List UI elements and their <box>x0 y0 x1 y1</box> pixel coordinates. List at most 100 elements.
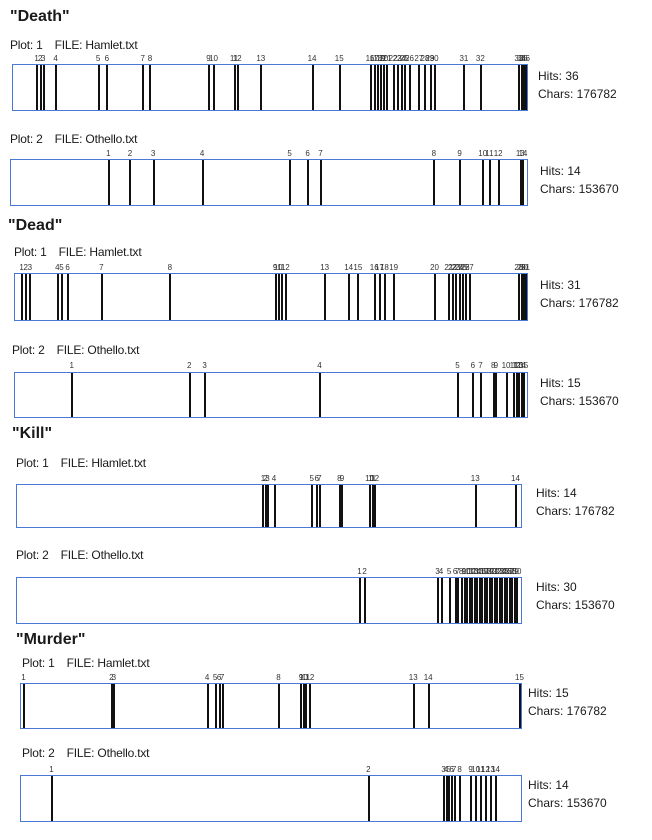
plot-label: Plot: 2 <box>12 343 45 357</box>
plot-stats: Hits: 14 Chars: 153670 <box>540 162 619 198</box>
hit-tick-label: 12 <box>481 765 491 774</box>
hit-tick-label: 13 <box>514 361 524 370</box>
hit-tick-label: 1 <box>21 673 26 682</box>
hit-tick-label: 7 <box>318 149 323 158</box>
hit-tick-label: 9 <box>339 474 345 483</box>
hit-marker <box>341 485 344 527</box>
dispersion-plot[interactable] <box>20 683 522 729</box>
hit-tick-label: 25 <box>458 263 468 272</box>
hit-tick-label: 9 <box>206 54 211 63</box>
hit-marker <box>392 65 395 110</box>
hit-marker <box>369 485 372 527</box>
hit-tick-label: 7 <box>99 263 104 272</box>
hit-tick-label: 20 <box>379 54 389 63</box>
chars-count: Chars: 176782 <box>528 704 607 718</box>
hit-marker <box>277 274 280 320</box>
hit-tick-label: 13 <box>486 765 495 774</box>
hit-tick-label: 15 <box>515 673 524 682</box>
dispersion-plot[interactable] <box>20 775 522 822</box>
hit-tick-label: 30 <box>512 567 522 576</box>
hits-count: Hits: 15 <box>540 376 581 390</box>
hit-marker <box>448 578 451 623</box>
hit-tick-label: 13 <box>470 474 480 483</box>
hit-tick-label: 28 <box>420 54 430 63</box>
plot-header: Plot: 2 FILE: Othello.txt <box>16 548 143 562</box>
hit-tick-label: 4 <box>317 361 322 370</box>
hit-marker <box>25 274 28 320</box>
hit-marker <box>464 274 467 320</box>
hit-tick-label: 4 <box>204 673 210 682</box>
hit-marker <box>289 160 292 205</box>
hit-tick-label: 11 <box>465 567 474 576</box>
hit-tick-label: 10 <box>209 54 219 63</box>
hit-marker <box>307 160 310 205</box>
file-label: FILE: Othello.txt <box>60 548 144 562</box>
hit-tick-label: 8 <box>276 673 281 682</box>
hit-tick-label: 17 <box>479 567 489 576</box>
hit-marker <box>522 65 525 110</box>
hit-marker <box>418 65 421 110</box>
dispersion-plot[interactable] <box>16 484 522 528</box>
hit-tick-label: 22 <box>447 263 457 272</box>
hits-count: Hits: 14 <box>528 778 569 792</box>
hit-marker <box>386 65 389 110</box>
hit-tick-label: 12 <box>511 361 521 370</box>
chars-count: Chars: 153670 <box>528 796 607 810</box>
hit-marker <box>367 776 370 821</box>
plot-label: Plot: 1 <box>16 456 49 470</box>
hit-marker <box>113 684 116 728</box>
hit-marker <box>429 65 432 110</box>
hit-marker <box>371 485 374 527</box>
hit-marker <box>302 684 305 728</box>
hit-tick-label: 9 <box>298 673 304 682</box>
hit-marker <box>476 578 479 623</box>
section-title: "Murder" <box>16 631 86 648</box>
hit-marker <box>519 160 522 205</box>
hit-tick-label: 23 <box>494 567 504 576</box>
hit-tick-label: 18 <box>379 263 389 272</box>
dispersion-plot[interactable] <box>12 64 528 111</box>
hit-marker <box>524 274 527 320</box>
hit-marker <box>338 65 341 110</box>
hit-tick-label: 26 <box>502 567 512 576</box>
hit-marker <box>458 274 461 320</box>
hit-marker <box>433 65 436 110</box>
hit-tick-label: 14 <box>344 263 354 272</box>
hit-marker <box>516 578 519 623</box>
hit-marker <box>218 684 221 728</box>
plot-label: Plot: 1 <box>10 38 43 52</box>
dispersion-plot[interactable] <box>16 577 522 624</box>
hit-tick-label: 3 <box>111 673 117 682</box>
hit-marker <box>491 578 494 623</box>
dispersion-plot[interactable] <box>10 159 528 206</box>
plot-label: Plot: 1 <box>14 245 47 259</box>
hit-tick-label: 36 <box>521 54 530 63</box>
hit-tick-label: 15 <box>474 567 484 576</box>
hit-marker <box>403 65 406 110</box>
hit-marker <box>513 373 516 417</box>
hit-marker <box>451 776 454 821</box>
hit-marker <box>207 65 210 110</box>
hit-tick-label: 11 <box>367 474 377 483</box>
hit-marker <box>479 65 482 110</box>
hit-marker <box>524 65 527 110</box>
hit-tick-label: 29 <box>425 54 435 63</box>
hit-marker <box>470 776 473 821</box>
hit-marker <box>522 160 525 205</box>
hit-tick-label: 9 <box>272 263 278 272</box>
hit-marker <box>318 485 321 527</box>
hits-count: Hits: 15 <box>528 686 569 700</box>
hit-tick-label: 9 <box>468 765 473 774</box>
dispersion-plot[interactable] <box>14 372 528 418</box>
chars-count: Chars: 176782 <box>538 87 617 101</box>
dispersion-plot[interactable] <box>14 273 528 321</box>
hit-marker <box>36 65 39 110</box>
hit-tick-label: 25 <box>399 54 409 63</box>
hit-marker <box>369 65 372 110</box>
hit-tick-label: 14 <box>518 149 528 158</box>
hit-tick-label: 15 <box>334 54 344 63</box>
hit-tick-label: 2 <box>187 361 192 370</box>
hit-marker <box>22 684 25 728</box>
hit-tick-label: 6 <box>216 673 222 682</box>
plot-header: Plot: 1 FILE: Hamlet.txt <box>22 656 150 670</box>
